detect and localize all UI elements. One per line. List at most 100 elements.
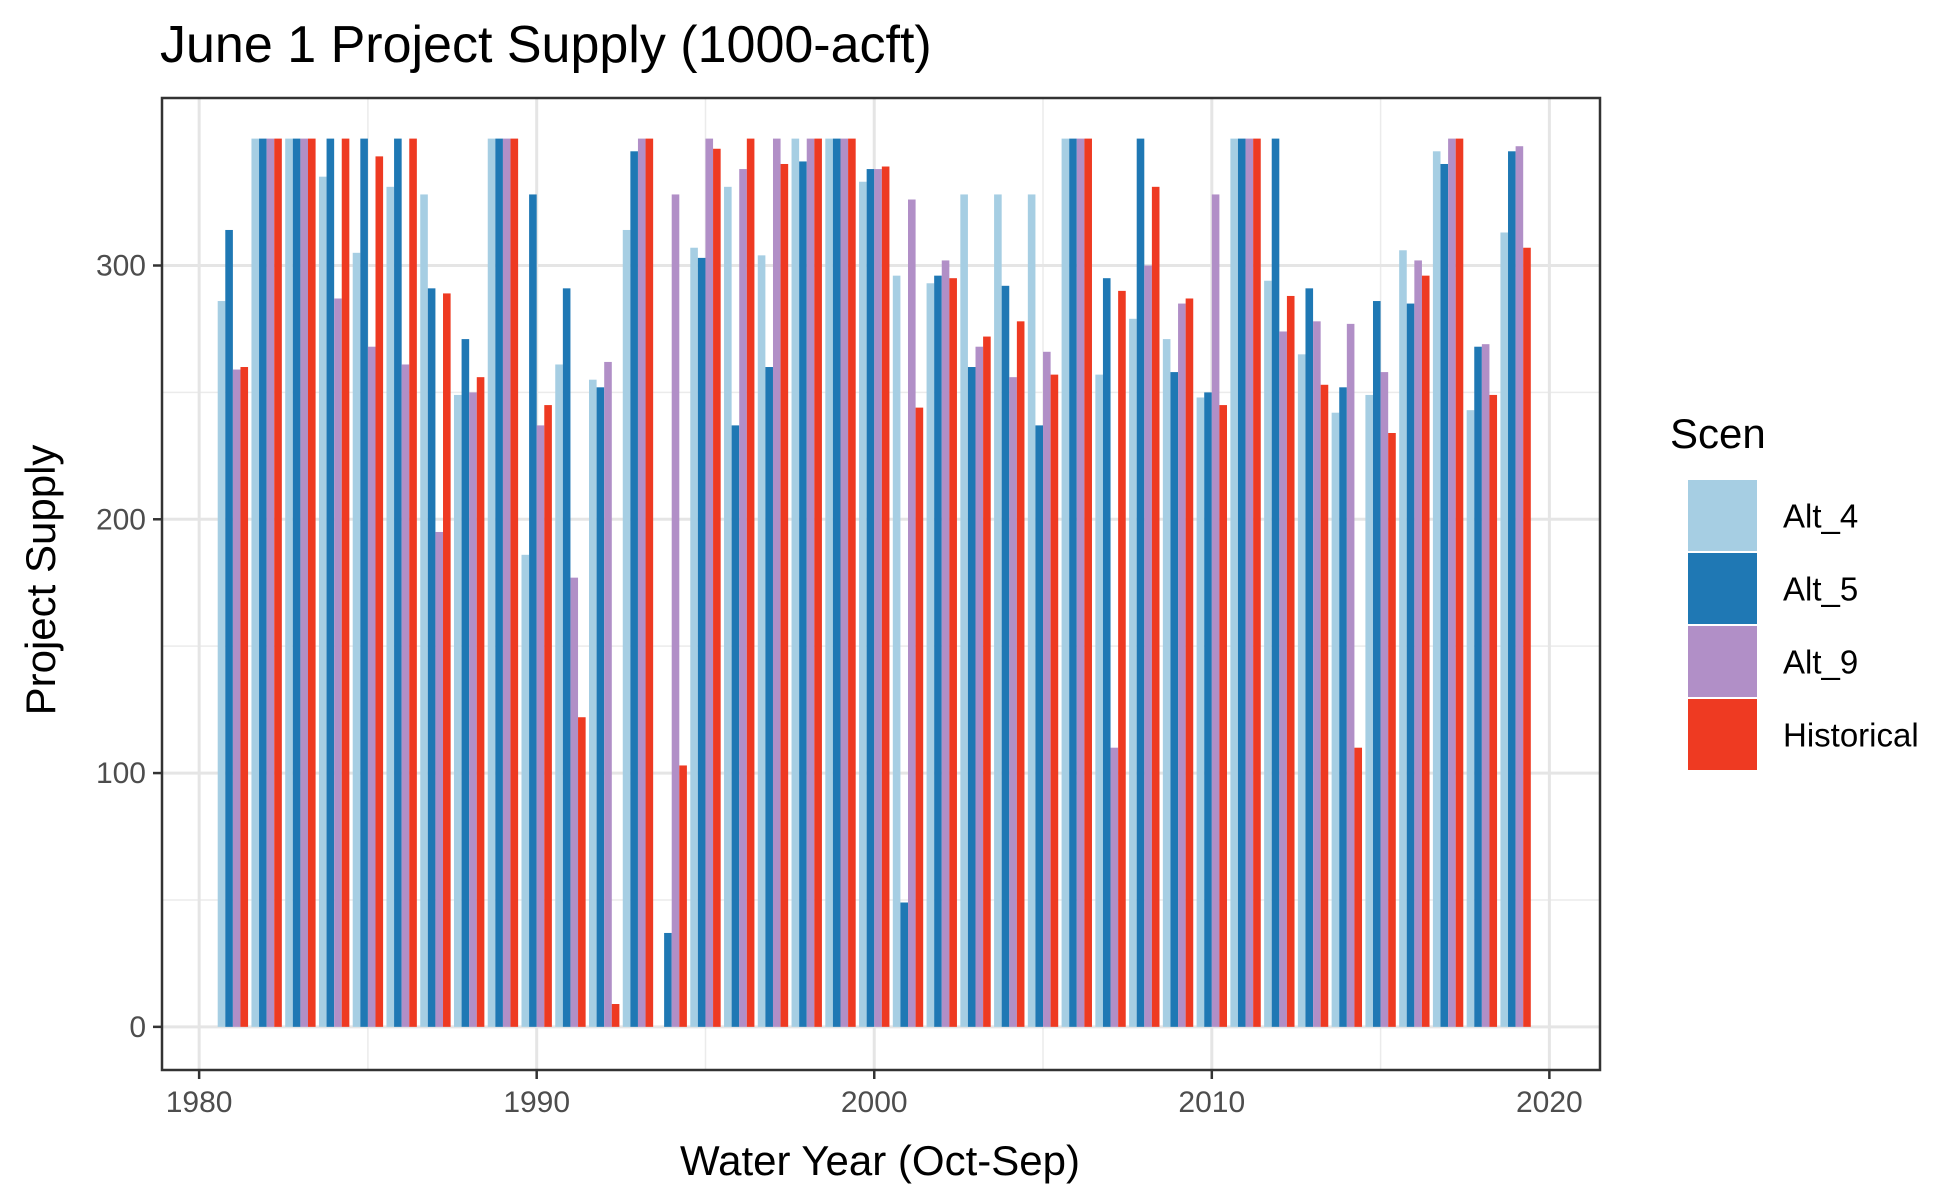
y-axis-title: Project Supply	[17, 445, 64, 716]
bar-historical-1999	[848, 138, 856, 1027]
bar-historical-1993	[645, 138, 654, 1027]
bar-alt-5-1984	[326, 138, 335, 1027]
bar-alt-4-1991	[555, 364, 563, 1027]
bar-alt-5-1991	[562, 288, 571, 1027]
bar-historical-1984	[341, 138, 350, 1027]
bar-historical-2000	[881, 166, 890, 1027]
bar-alt-5-1996	[731, 425, 740, 1027]
bar-alt-5-2017	[1440, 163, 1449, 1027]
bar-alt-9-2016	[1414, 260, 1422, 1027]
bar-alt-5-2014	[1339, 387, 1347, 1027]
bar-alt-5-2009	[1170, 372, 1179, 1027]
bar-alt-9-1988	[469, 392, 477, 1027]
bar-alt-4-2000	[859, 181, 867, 1027]
bar-historical-2004	[1016, 321, 1025, 1027]
legend-swatch-alt-9	[1686, 624, 1759, 699]
bar-historical-2003	[983, 336, 991, 1027]
bar-historical-2013	[1320, 384, 1329, 1027]
bar-alt-5-1995	[697, 257, 706, 1027]
bar-alt-4-1986	[386, 186, 395, 1027]
bar-alt-5-1992	[596, 387, 605, 1027]
chart-title: June 1 Project Supply (1000-acft)	[160, 16, 932, 74]
legend-title: Scen	[1670, 410, 1766, 457]
bar-historical-1986	[409, 138, 417, 1027]
bar-alt-9-2018	[1481, 344, 1490, 1027]
bar-alt-9-1997	[772, 138, 781, 1027]
bar-alt-4-2010	[1196, 397, 1205, 1027]
bar-alt-9-2017	[1448, 138, 1456, 1027]
bar-historical-2014	[1354, 747, 1363, 1027]
bar-alt-9-1996	[739, 169, 747, 1027]
bar-historical-2009	[1185, 298, 1194, 1027]
bar-historical-1991	[578, 717, 586, 1027]
x-tick-label: 2000	[841, 1086, 908, 1119]
bar-alt-4-2017	[1432, 151, 1441, 1027]
bar-alt-9-2013	[1313, 321, 1321, 1027]
bar-historical-1981	[240, 367, 249, 1027]
bar-alt-9-2010	[1211, 194, 1220, 1027]
bar-alt-9-2009	[1178, 303, 1186, 1027]
bar-alt-5-2006	[1069, 138, 1077, 1027]
bar-alt-9-2014	[1346, 323, 1355, 1027]
bar-alt-9-1981	[232, 369, 241, 1027]
bar-alt-4-1987	[420, 194, 428, 1027]
bar-alt-5-1990	[529, 194, 537, 1027]
bar-alt-9-2005	[1043, 351, 1051, 1027]
bar-alt-5-2001	[900, 902, 909, 1027]
legend-label: Alt_9	[1783, 644, 1858, 681]
x-tick-label: 2020	[1516, 1086, 1583, 1119]
bar-alt-4-1985	[352, 252, 361, 1027]
bar-alt-4-1982	[251, 138, 260, 1027]
bar-alt-5-1993	[630, 151, 638, 1027]
bar-historical-1996	[746, 138, 755, 1027]
bar-alt-9-1983	[300, 138, 308, 1027]
bar-historical-2016	[1421, 275, 1430, 1027]
bar-alt-5-2013	[1305, 288, 1314, 1027]
bar-historical-2002	[949, 278, 957, 1027]
legend-swatch-alt-4	[1686, 478, 1759, 553]
bar-historical-2010	[1219, 405, 1227, 1027]
bar-alt-9-2011	[1245, 138, 1254, 1027]
bar-alt-9-2012	[1279, 331, 1287, 1027]
bar-alt-4-1993	[622, 229, 631, 1027]
bar-alt-5-2012	[1271, 138, 1280, 1027]
bar-alt-4-1984	[318, 176, 327, 1027]
bar-alt-4-2015	[1365, 394, 1373, 1027]
bar-alt-5-1998	[799, 161, 807, 1027]
bar-alt-9-1985	[367, 346, 376, 1027]
bar-alt-5-1986	[394, 138, 402, 1027]
bar-alt-4-1999	[825, 138, 833, 1027]
bar-historical-1994	[679, 765, 687, 1027]
bar-alt-5-1988	[461, 339, 470, 1027]
bar-historical-2006	[1084, 138, 1092, 1027]
bar-historical-2007	[1118, 290, 1126, 1027]
legend-label: Alt_5	[1783, 571, 1858, 608]
bar-alt-5-2015	[1372, 301, 1381, 1027]
bar-alt-4-2016	[1399, 250, 1407, 1027]
bar-historical-1989	[510, 138, 519, 1027]
bar-alt-9-2002	[941, 260, 950, 1027]
y-tick-label: 0	[129, 1011, 146, 1044]
bar-alt-4-1989	[487, 138, 496, 1027]
bar-alt-4-2007	[1095, 374, 1103, 1027]
bar-alt-4-2003	[960, 194, 968, 1027]
bar-historical-2011	[1253, 138, 1261, 1027]
bar-historical-1992	[611, 1004, 620, 1027]
bar-alt-4-1992	[589, 379, 597, 1027]
bar-historical-2017	[1455, 138, 1464, 1027]
bar-alt-9-1995	[705, 138, 714, 1027]
bar-alt-5-1982	[259, 138, 267, 1027]
bar-alt-5-2002	[934, 275, 942, 1027]
bar-alt-4-1997	[757, 255, 766, 1027]
axes: 0 100 200 300 1980 1990 2000 2010 2020	[96, 96, 1602, 1119]
y-tick-label: 300	[96, 249, 146, 282]
bar-alt-4-2018	[1466, 410, 1475, 1027]
bar-alt-9-1986	[401, 364, 410, 1027]
bar-alt-5-2000	[866, 169, 875, 1027]
bar-alt-9-1989	[502, 138, 511, 1027]
bar-alt-5-2016	[1406, 303, 1415, 1027]
bar-historical-2005	[1050, 374, 1059, 1027]
bar-historical-1985	[375, 156, 384, 1027]
bar-alt-9-2003	[975, 346, 984, 1027]
